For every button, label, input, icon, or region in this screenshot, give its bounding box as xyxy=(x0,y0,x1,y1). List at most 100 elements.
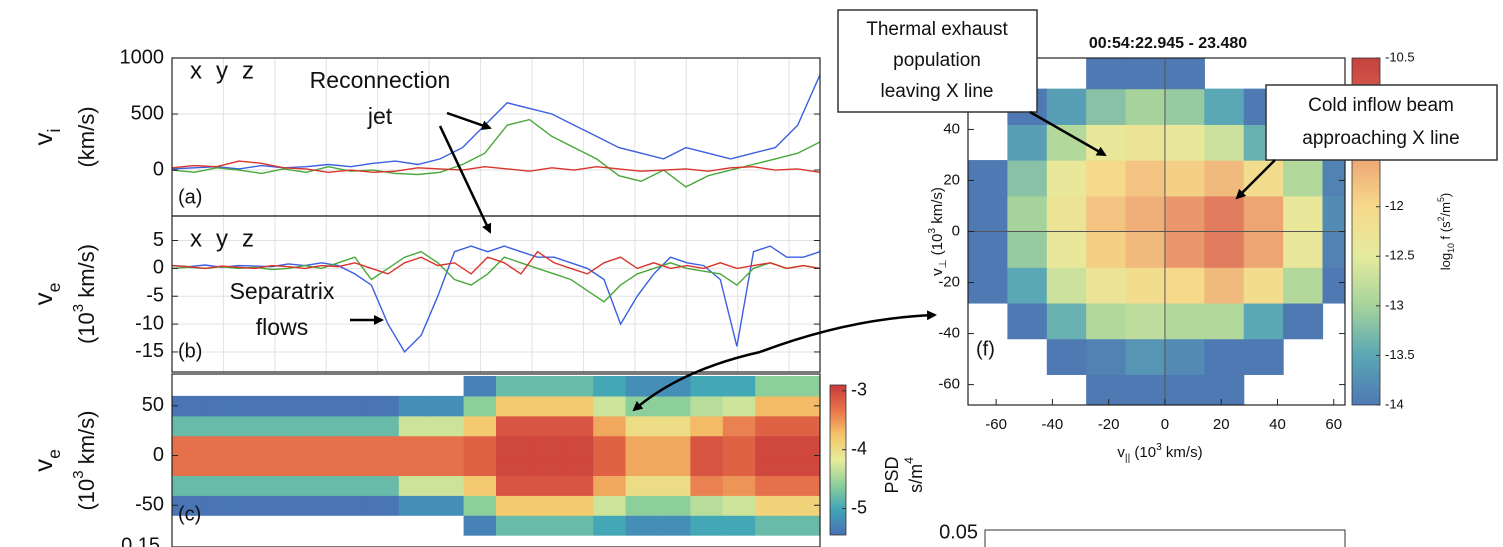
heat-cell xyxy=(1164,231,1205,268)
heat-cell xyxy=(1086,124,1127,161)
y-axis-label-part: 3 xyxy=(70,304,87,312)
heat-cell xyxy=(1046,124,1087,161)
colorbar-tick-label: -12.5 xyxy=(1385,248,1415,263)
heat-cell xyxy=(1322,160,1345,197)
heat-cell xyxy=(301,395,335,417)
legend-entry: z xyxy=(242,225,254,252)
axes-frame xyxy=(984,529,1346,547)
colorbar-label: s/m4 xyxy=(902,457,926,493)
heat-cell xyxy=(722,415,756,437)
colorbar-label-part: s/m xyxy=(906,464,926,493)
y-axis-label: ve xyxy=(28,282,64,305)
heat-cell xyxy=(625,515,659,536)
axes-frame xyxy=(171,57,821,217)
heat-cell xyxy=(431,455,465,477)
heat-cell xyxy=(204,415,238,437)
heat-cell xyxy=(1322,231,1345,268)
legend-entry: y xyxy=(216,225,228,252)
y-axis-label-part: v xyxy=(929,268,946,276)
colorbar-label-part: /m xyxy=(1438,202,1453,216)
heat-cell xyxy=(722,435,756,457)
heat-cell xyxy=(172,495,205,516)
arrow xyxy=(1235,159,1276,200)
heat-cell xyxy=(1243,267,1284,304)
legend-entry: x xyxy=(190,57,202,84)
colorbar-tick-label: -13 xyxy=(1385,297,1404,312)
heat-cell xyxy=(1125,195,1166,233)
heat-cell xyxy=(1243,160,1284,197)
heat-cell xyxy=(560,495,594,516)
heat-cell xyxy=(1204,195,1245,233)
heat-cell xyxy=(1164,124,1205,161)
heat-cell xyxy=(463,515,497,536)
heat-cell xyxy=(496,435,529,457)
arrow xyxy=(1029,110,1107,157)
heat-cell xyxy=(496,375,529,397)
heat-cell xyxy=(1164,338,1205,375)
y-axis-label-part: i xyxy=(44,129,64,133)
heat-cell xyxy=(431,435,465,457)
legend-entry: y xyxy=(216,57,228,84)
callout-text: leaving X line xyxy=(880,81,993,102)
y-tick-label: -10 xyxy=(135,312,164,334)
colorbar-label-part: f (s xyxy=(1438,221,1453,243)
heat-cell xyxy=(496,415,529,437)
x-axis-label-part: km/s) xyxy=(1162,444,1203,461)
y-axis-label: vi xyxy=(28,129,64,146)
heat-cell xyxy=(431,495,465,516)
y-tick-label: -40 xyxy=(938,325,960,342)
heat-cell xyxy=(1283,267,1324,304)
heat-cell xyxy=(1007,302,1048,340)
heat-cell xyxy=(1243,195,1284,233)
heat-cell xyxy=(1164,302,1205,340)
y-axis-label-part: (km/s) xyxy=(74,106,99,167)
heat-cell xyxy=(690,435,724,457)
heat-cell xyxy=(593,475,627,496)
y-tick-label: 0 xyxy=(153,257,164,279)
heat-cell xyxy=(560,395,594,417)
colorbar xyxy=(829,384,847,536)
callout-box xyxy=(837,9,1038,113)
y-axis-label-part: 3 xyxy=(70,470,87,478)
y-tick-label: 0 xyxy=(952,222,960,239)
heat-cell xyxy=(204,495,238,516)
y-axis-label-part: v xyxy=(28,132,58,145)
arrow xyxy=(759,310,937,354)
heat-cell xyxy=(1243,338,1284,375)
heat-cell xyxy=(787,415,820,437)
y-axis-label-part: 3 xyxy=(927,228,938,234)
heat-cell xyxy=(1322,267,1345,304)
heat-cell xyxy=(496,455,529,477)
heat-cell xyxy=(236,395,270,417)
colorbar-label-part: log xyxy=(1438,253,1453,270)
heat-cell xyxy=(722,375,756,397)
heat-cell xyxy=(204,455,238,477)
series-line xyxy=(172,250,820,303)
annotation: flows xyxy=(256,314,308,340)
heat-cell xyxy=(528,375,562,397)
axes-frame xyxy=(171,215,821,373)
y-axis-label-part: km/s) xyxy=(929,187,946,228)
heat-cell xyxy=(496,515,529,536)
heat-cell xyxy=(690,415,724,437)
x-axis-label-part: (10 xyxy=(1130,444,1156,461)
y-axis-label: (km/s) xyxy=(74,106,99,167)
heat-cell xyxy=(625,415,659,437)
heat-cell xyxy=(658,455,691,477)
heat-cell xyxy=(560,455,594,477)
heat-cell xyxy=(1243,231,1284,268)
heat-cell xyxy=(1164,267,1205,304)
colorbar-label: PSD xyxy=(882,456,902,493)
heat-cell xyxy=(787,375,820,397)
heat-cell xyxy=(334,415,367,437)
heat-cell xyxy=(366,395,400,417)
series-line xyxy=(172,118,820,188)
y-tick-label: -50 xyxy=(135,494,164,516)
y-axis-label-part: (10 xyxy=(74,479,99,511)
heat-cell xyxy=(690,395,724,417)
heat-cell xyxy=(269,475,303,496)
heat-cell xyxy=(755,395,789,417)
x-axis-label: v|| (103 km/s) xyxy=(1117,442,1202,464)
panel-label: (c) xyxy=(178,503,201,525)
heat-cell xyxy=(593,395,627,417)
